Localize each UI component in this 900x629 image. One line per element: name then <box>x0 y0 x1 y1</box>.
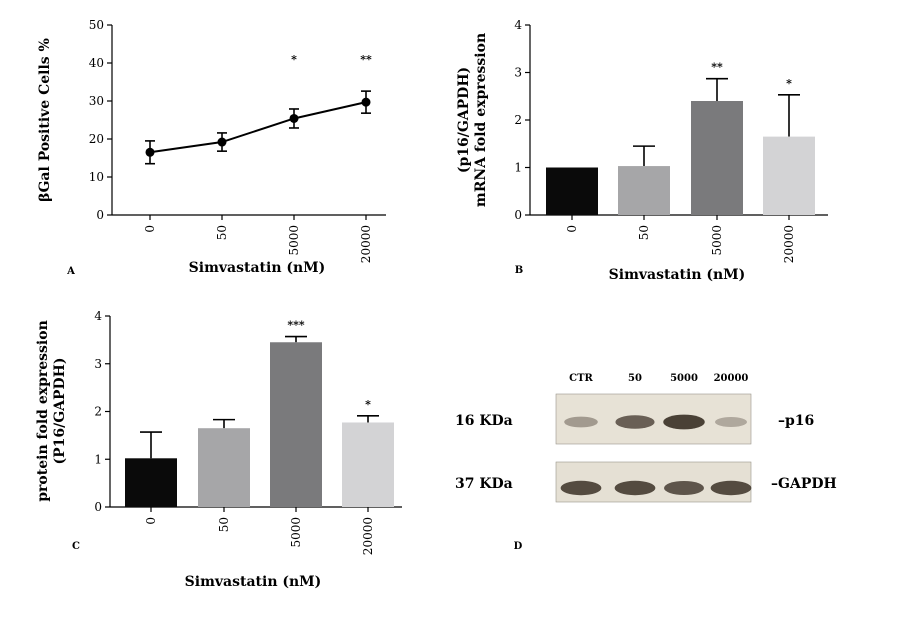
y-tick-label: 4 <box>514 18 522 32</box>
panel-b-axes: 0 1 2 3 4 0 50 5000 20000 <box>514 18 828 263</box>
blot-band <box>664 481 704 495</box>
x-tick-label: 0 <box>143 225 157 233</box>
panel-b-x-axis-label: Simvastatin (nM) <box>609 267 746 283</box>
panel-a-axes: 0 10 20 30 40 50 0 50 5000 20000 <box>89 18 386 263</box>
significance-label: * <box>291 53 297 66</box>
y-tick-label: 3 <box>94 357 102 371</box>
data-point <box>217 137 227 147</box>
panel-a-label: A <box>66 266 75 277</box>
x-tick-label: 20000 <box>782 225 796 263</box>
y-tick-label: 40 <box>89 56 104 70</box>
panel-c-x-axis-label: Simvastatin (nM) <box>185 574 322 590</box>
blot-band <box>560 480 602 496</box>
bar <box>618 166 670 215</box>
significance-label: * <box>365 398 371 411</box>
panel-a-marks: * ** <box>145 53 372 165</box>
bar <box>125 458 177 507</box>
panel-c-marks: **** <box>125 319 394 507</box>
bar <box>342 422 394 507</box>
data-point <box>145 147 155 157</box>
bar <box>763 136 815 215</box>
data-line <box>149 101 367 154</box>
blot-band <box>710 480 752 496</box>
x-tick-label: 20000 <box>361 517 375 555</box>
blot-lane-label: 20000 <box>714 373 749 384</box>
blot-band <box>663 414 705 430</box>
panel-d-label: D <box>514 541 523 552</box>
bar <box>270 342 322 507</box>
y-tick-label: 1 <box>514 161 522 175</box>
y-tick-label: 0 <box>514 208 522 222</box>
blot-bands <box>560 414 752 496</box>
x-tick-label: 50 <box>217 517 231 532</box>
panel-b-y-axis-label-line2: mRNA fold expression <box>473 33 489 207</box>
bar <box>198 428 250 507</box>
panel-a-y-axis-label: βGal Positive Cells % <box>37 38 53 202</box>
blot-lane-label: 5000 <box>670 373 698 384</box>
blot-protein-label-gapdh: –GAPDH <box>771 476 837 492</box>
x-tick-label: 50 <box>637 225 651 240</box>
y-tick-label: 50 <box>89 18 104 32</box>
y-tick-label: 20 <box>89 132 104 146</box>
blot-protein-name: GAPDH <box>778 476 837 492</box>
data-point <box>361 97 371 107</box>
bar <box>546 167 598 215</box>
blot-protein-label-p16: –p16 <box>778 413 814 429</box>
significance-label: ** <box>360 53 372 66</box>
panel-c-y-axis-label-line2: (P16/GAPDH) <box>52 357 68 464</box>
blot-lane-label: CTR <box>569 373 593 384</box>
panel-a-line-chart: βGal Positive Cells % Simvastatin (nM) A… <box>37 18 386 277</box>
blot-protein-name: p16 <box>785 413 814 429</box>
x-tick-label: 20000 <box>359 225 373 263</box>
data-point <box>289 113 299 123</box>
blot-mw-label: 37 KDa <box>455 476 513 492</box>
y-tick-label: 2 <box>94 405 102 419</box>
x-tick-label: 0 <box>144 517 158 525</box>
panel-b-label: B <box>515 265 523 276</box>
y-tick-label: 2 <box>514 113 522 127</box>
x-tick-label: 5000 <box>287 225 301 256</box>
blot-band <box>564 416 598 428</box>
bar <box>691 101 743 215</box>
significance-label: *** <box>287 319 305 332</box>
y-tick-label: 1 <box>94 452 102 466</box>
blot-band <box>715 417 747 427</box>
panel-b-bar-chart: (p16/GAPDH) mRNA fold expression Simvast… <box>456 18 828 283</box>
panel-d-western-blot: D CTR 50 5000 20000 16 KDa 37 KDa –p16 –… <box>455 373 837 552</box>
y-tick-label: 10 <box>89 170 104 184</box>
panel-a-x-axis-label: Simvastatin (nM) <box>189 260 326 276</box>
significance-label: ** <box>711 61 723 74</box>
y-tick-label: 4 <box>94 309 102 323</box>
x-tick-label: 50 <box>215 225 229 240</box>
panel-b-y-axis-label-line1: (p16/GAPDH) <box>456 67 472 173</box>
blot-lane-label: 50 <box>628 373 642 384</box>
significance-label: * <box>786 77 792 90</box>
y-tick-label: 0 <box>96 208 104 222</box>
x-tick-label: 5000 <box>289 517 303 548</box>
blot-band <box>615 415 655 429</box>
y-tick-label: 0 <box>94 500 102 514</box>
panel-c-bar-chart: protein fold expression (P16/GAPDH) Simv… <box>35 309 402 590</box>
y-tick-label: 30 <box>89 94 104 108</box>
blot-band <box>614 480 656 496</box>
x-tick-label: 5000 <box>710 225 724 256</box>
panel-c-y-axis-label-line1: protein fold expression <box>35 320 51 502</box>
panel-c-label: C <box>72 541 80 552</box>
x-tick-label: 0 <box>565 225 579 233</box>
y-tick-label: 3 <box>514 66 522 80</box>
panel-b-marks: *** <box>546 61 815 215</box>
blot-mw-label: 16 KDa <box>455 413 513 429</box>
